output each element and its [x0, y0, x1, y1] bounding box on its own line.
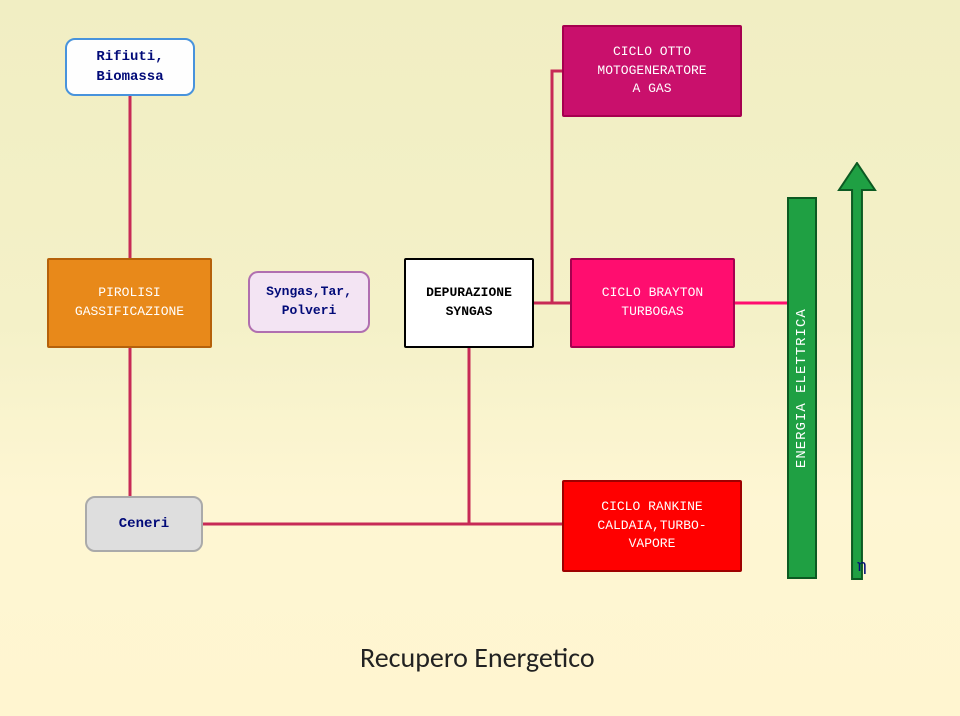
node-depurazione-line-1: SYNGAS: [446, 303, 493, 322]
up-arrow-path: [839, 163, 875, 579]
node-syngas: Syngas,Tar,Polveri: [248, 271, 370, 333]
connector-5: [552, 71, 562, 303]
node-brayton: CICLO BRAYTONTURBOGAS: [570, 258, 735, 348]
up-arrow: [836, 162, 878, 581]
energy-bar-label: ENERGIA ELETTRICA: [792, 308, 812, 468]
node-input-line-1: Biomassa: [96, 67, 163, 87]
node-pirolisi-line-0: PIROLISI: [98, 284, 160, 303]
eta-symbol: η: [857, 554, 867, 576]
node-otto-line-2: A GAS: [632, 80, 671, 99]
node-input-line-0: Rifiuti,: [96, 47, 163, 67]
node-rankine-line-2: VAPORE: [629, 535, 676, 554]
node-syngas-line-1: Polveri: [282, 302, 337, 321]
node-depurazione-line-0: DEPURAZIONE: [426, 284, 512, 303]
energy-bar: ENERGIA ELETTRICA: [787, 197, 817, 579]
node-otto: CICLO OTTOMOTOGENERATOREA GAS: [562, 25, 742, 117]
node-rankine: CICLO RANKINECALDAIA,TURBO-VAPORE: [562, 480, 742, 572]
node-rankine-line-1: CALDAIA,TURBO-: [597, 517, 706, 536]
footer-title: Recupero Energetico: [360, 640, 595, 675]
node-depurazione: DEPURAZIONESYNGAS: [404, 258, 534, 348]
node-brayton-line-0: CICLO BRAYTON: [602, 284, 703, 303]
node-ceneri: Ceneri: [85, 496, 203, 552]
node-otto-line-1: MOTOGENERATORE: [597, 62, 706, 81]
node-rankine-line-0: CICLO RANKINE: [601, 498, 702, 517]
node-syngas-line-0: Syngas,Tar,: [266, 283, 352, 302]
node-input: Rifiuti,Biomassa: [65, 38, 195, 96]
node-otto-line-0: CICLO OTTO: [613, 43, 691, 62]
node-pirolisi-line-1: GASSIFICAZIONE: [75, 303, 184, 322]
node-brayton-line-1: TURBOGAS: [621, 303, 683, 322]
node-ceneri-line-0: Ceneri: [119, 514, 169, 534]
node-pirolisi: PIROLISIGASSIFICAZIONE: [47, 258, 212, 348]
